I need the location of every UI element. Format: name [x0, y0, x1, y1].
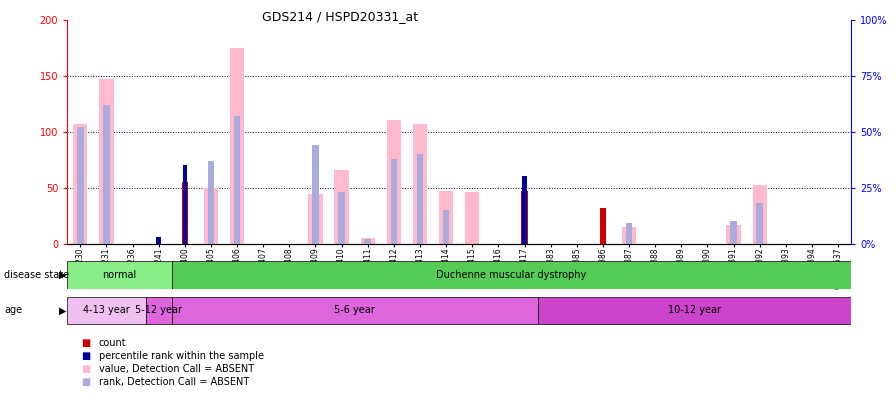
Bar	[308, 194, 323, 244]
Bar	[753, 185, 767, 244]
Bar	[443, 210, 450, 244]
Text: 5-6 year: 5-6 year	[334, 305, 375, 316]
Bar	[339, 192, 345, 244]
Text: ■: ■	[81, 377, 90, 387]
Text: normal: normal	[102, 270, 136, 280]
Bar	[157, 237, 161, 244]
Bar	[183, 165, 187, 244]
Text: count: count	[99, 337, 126, 348]
Bar	[182, 182, 188, 244]
Bar	[99, 79, 114, 244]
Bar	[234, 116, 240, 244]
Text: percentile rank within the sample: percentile rank within the sample	[99, 350, 263, 361]
Bar	[599, 208, 607, 244]
Bar	[756, 203, 763, 244]
Bar	[465, 192, 479, 244]
Bar	[413, 124, 427, 244]
Text: 4-13 year: 4-13 year	[83, 305, 130, 316]
Bar	[334, 170, 349, 244]
Bar	[622, 227, 636, 244]
Bar	[172, 261, 851, 289]
Bar	[103, 105, 109, 244]
Bar	[67, 297, 145, 324]
Bar	[417, 154, 423, 244]
Text: ▶: ▶	[59, 305, 66, 316]
Bar	[145, 297, 172, 324]
Bar	[521, 191, 528, 244]
Text: ■: ■	[81, 337, 90, 348]
Bar	[391, 158, 397, 244]
Bar	[522, 176, 527, 244]
Bar	[730, 221, 737, 244]
Bar	[77, 127, 83, 244]
Text: value, Detection Call = ABSENT: value, Detection Call = ABSENT	[99, 364, 254, 374]
Text: ■: ■	[81, 350, 90, 361]
Bar	[538, 297, 851, 324]
Bar	[387, 120, 401, 244]
Bar	[203, 188, 218, 244]
Bar	[73, 124, 88, 244]
Text: disease state: disease state	[4, 270, 70, 280]
Bar	[365, 239, 371, 244]
Text: rank, Detection Call = ABSENT: rank, Detection Call = ABSENT	[99, 377, 249, 387]
Text: ▶: ▶	[59, 270, 66, 280]
Bar	[625, 223, 633, 244]
Text: 10-12 year: 10-12 year	[668, 305, 721, 316]
Bar	[208, 161, 214, 244]
Bar	[727, 225, 741, 244]
Text: 5-12 year: 5-12 year	[135, 305, 182, 316]
Bar	[439, 191, 453, 244]
Bar	[230, 48, 245, 244]
Text: age: age	[4, 305, 22, 316]
Bar	[67, 261, 172, 289]
Bar	[172, 297, 538, 324]
Bar	[360, 238, 375, 244]
Text: Duchenne muscular dystrophy: Duchenne muscular dystrophy	[436, 270, 587, 280]
Bar	[312, 145, 319, 244]
Text: GDS214 / HSPD20331_at: GDS214 / HSPD20331_at	[263, 10, 418, 23]
Text: ■: ■	[81, 364, 90, 374]
